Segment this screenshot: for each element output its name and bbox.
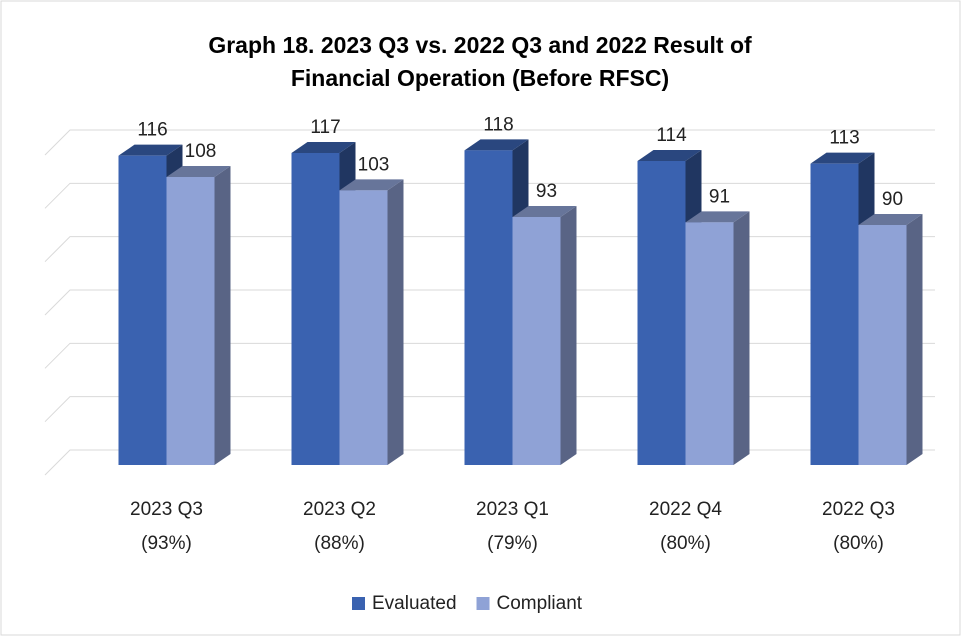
bar-top: [291, 142, 356, 153]
x-tick-label: (88%): [314, 533, 365, 554]
x-tick-label: 2023 Q2: [303, 499, 376, 520]
bar: [339, 190, 388, 466]
bar-top: [810, 152, 875, 164]
x-tick-label: 2022 Q4: [649, 499, 722, 520]
bar-top: [339, 179, 404, 191]
x-tick-label: 2023 Q3: [130, 499, 203, 520]
legend-label: Compliant: [497, 593, 583, 614]
data-label: 114: [656, 125, 687, 146]
x-tick-label: 2023 Q1: [476, 499, 549, 520]
x-tick-label: (93%): [141, 533, 192, 554]
data-label: 117: [310, 117, 340, 138]
data-label: 108: [185, 141, 217, 162]
data-label: 93: [536, 181, 557, 202]
bar-side: [906, 214, 923, 465]
bar-top: [464, 139, 529, 151]
bar-side: [214, 166, 231, 465]
chart-title: Graph 18. 2023 Q3 vs. 2022 Q3 and 2022 R…: [208, 32, 752, 58]
bar-top: [685, 211, 750, 223]
legend-swatch: [476, 597, 490, 610]
bar-top: [118, 144, 183, 156]
chart-title: Financial Operation (Before RFSC): [291, 65, 669, 91]
bar: [637, 161, 686, 465]
x-tick-label: (79%): [487, 533, 538, 554]
data-label: 116: [137, 120, 167, 141]
x-tick-label: (80%): [833, 533, 884, 554]
data-label: 118: [483, 114, 513, 135]
bar: [512, 217, 561, 465]
x-tick-label: 2022 Q3: [822, 499, 895, 520]
bar: [858, 225, 907, 465]
data-label: 103: [358, 154, 390, 175]
bar: [118, 155, 167, 465]
bar-top: [512, 206, 577, 217]
bar: [464, 150, 513, 466]
bar: [810, 163, 859, 465]
x-tick-label: (80%): [660, 533, 711, 554]
grid-line: [44, 129, 935, 156]
bar-top: [166, 166, 231, 177]
bar-side: [560, 206, 577, 465]
data-label: 91: [709, 186, 730, 207]
data-label: 90: [882, 189, 903, 210]
bar: [685, 222, 734, 465]
bar-top: [858, 214, 923, 225]
bar-side: [387, 179, 404, 466]
legend-label: Evaluated: [372, 593, 457, 614]
legend-swatch: [352, 597, 365, 610]
bar-side: [733, 211, 750, 465]
bar: [166, 177, 215, 465]
bar: [291, 153, 340, 465]
data-label: 113: [829, 128, 859, 149]
bar-top: [637, 150, 702, 161]
